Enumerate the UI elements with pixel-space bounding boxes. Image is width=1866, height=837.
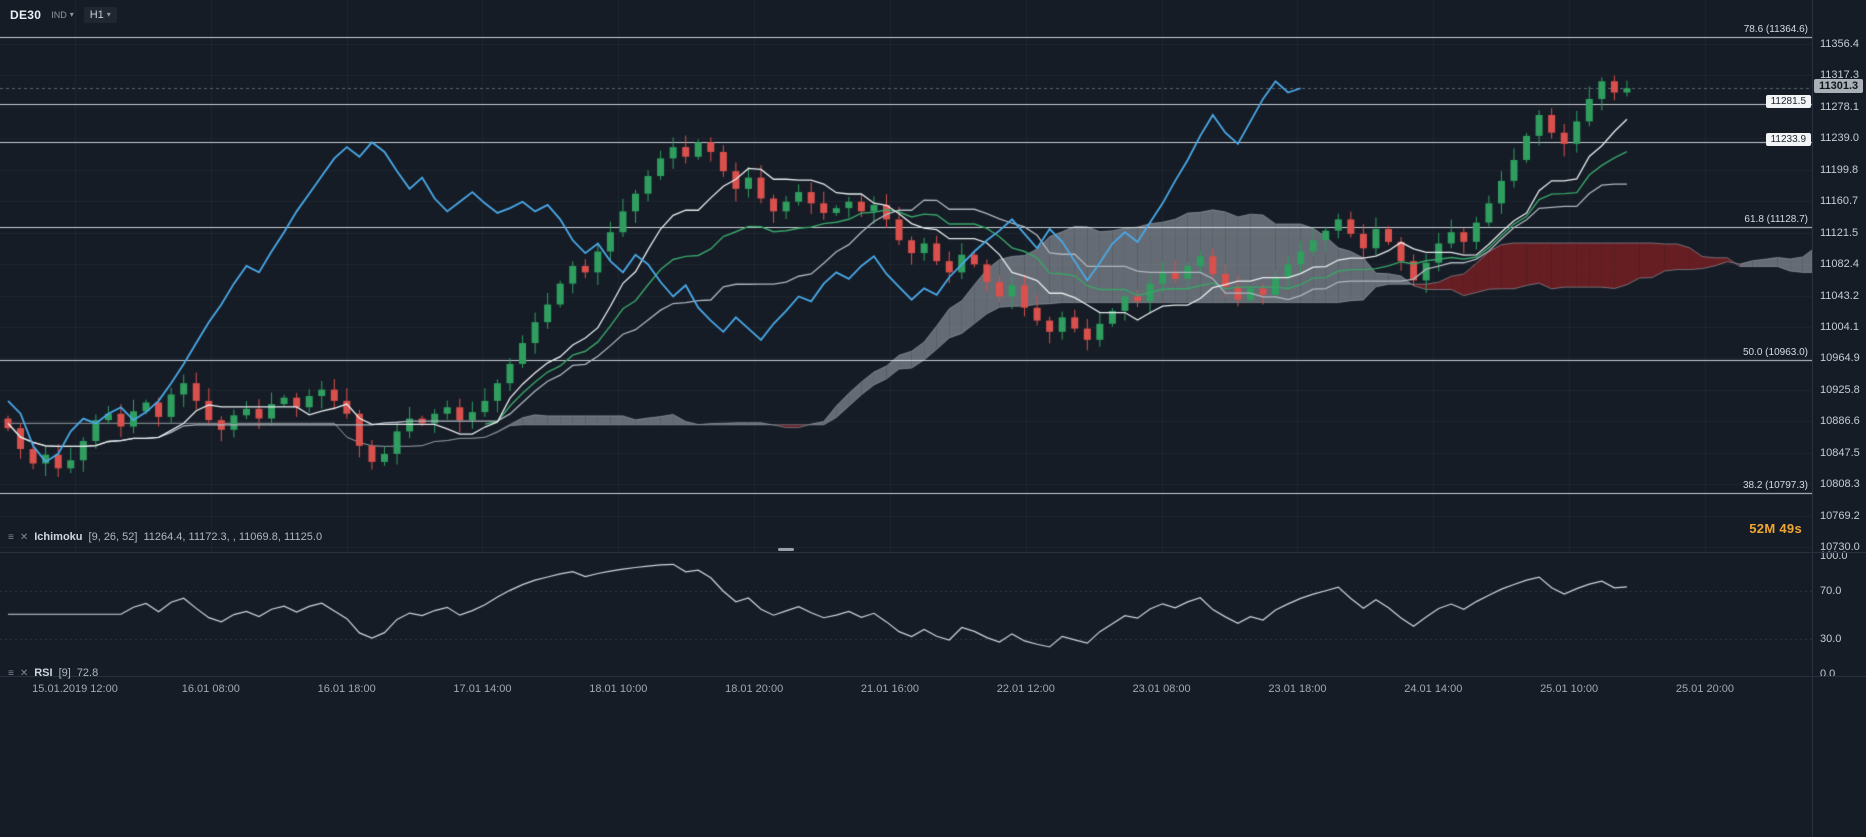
- price-axis-tick: 11199.8: [1820, 163, 1859, 176]
- rsi-axis-tick: 30.0: [1820, 632, 1842, 645]
- price-axis-tick: 11082.4: [1820, 258, 1859, 271]
- price-axis-tick: 11043.2: [1820, 289, 1859, 302]
- rsi-axis-tick: 70.0: [1820, 585, 1842, 598]
- rsi-legend-params: [9]: [58, 667, 71, 679]
- fibonacci-level-label: 61.8 (11128.7): [1744, 213, 1808, 225]
- rsi-legend-name: RSI: [34, 667, 53, 679]
- candle-countdown: 52M 49s: [1749, 521, 1802, 536]
- panel-divider: [0, 552, 1866, 553]
- timeframe-label: H1: [89, 9, 104, 21]
- time-axis-label: 25.01 10:00: [1540, 683, 1599, 695]
- panel-resize-handle[interactable]: [778, 548, 794, 551]
- ichimoku-legend-name: Ichimoku: [34, 531, 83, 543]
- rsi-legend: ≡ ✕ RSI [9] 72.8: [8, 667, 98, 679]
- price-axis-tick: 10730.0: [1820, 541, 1860, 554]
- price-axis-tick: 10847.5: [1820, 446, 1860, 459]
- price-axis-tick: 11317.3: [1820, 69, 1859, 82]
- price-axis-tick: 11356.4: [1820, 38, 1859, 50]
- time-axis-label: 16.01 18:00: [317, 683, 376, 695]
- ichimoku-legend: ≡ ✕ Ichimoku [9, 26, 52] 11264.4, 11172.…: [8, 531, 322, 543]
- instrument-type-label: IND: [51, 10, 67, 20]
- price-axis-tick: 10808.3: [1820, 478, 1860, 491]
- time-axis-label: 23.01 08:00: [1132, 683, 1191, 695]
- rsi-axis-tick: 0.0: [1820, 668, 1836, 680]
- price-line-label[interactable]: 11281.5: [1765, 95, 1811, 109]
- price-line-label[interactable]: 11233.9: [1765, 133, 1811, 147]
- time-axis-label: 22.01 12:00: [996, 683, 1055, 695]
- timeaxis-divider: [0, 676, 1866, 677]
- price-axis-tick: 10886.6: [1820, 415, 1860, 428]
- indicator-settings-icon[interactable]: ≡: [8, 668, 14, 679]
- indicator-close-icon[interactable]: ✕: [19, 668, 29, 679]
- fibonacci-level-label: 50.0 (10963.0): [1742, 346, 1808, 358]
- indicator-close-icon[interactable]: ✕: [19, 532, 29, 543]
- instrument-type-dropdown[interactable]: IND ▾: [51, 10, 74, 20]
- rsi-axis-tick: 100.0: [1820, 550, 1848, 562]
- indicator-settings-icon[interactable]: ≡: [8, 532, 14, 543]
- time-axis-label: 16.01 08:00: [181, 683, 240, 695]
- chevron-down-icon: ▾: [69, 10, 74, 19]
- price-axis-tick: 10964.9: [1820, 352, 1860, 365]
- chevron-down-icon: ▾: [106, 10, 111, 19]
- time-axis-label: 21.01 16:00: [860, 683, 920, 695]
- price-axis-tick: 11239.0: [1820, 132, 1859, 145]
- time-axis-label: 18.01 20:00: [725, 683, 784, 695]
- axis-divider: [1812, 0, 1813, 837]
- price-chart-canvas[interactable]: [0, 0, 1812, 552]
- ichimoku-legend-values: 11264.4, 11172.3, , 11069.8, 11125.0: [143, 531, 323, 543]
- time-axis-label: 23.01 18:00: [1268, 683, 1327, 695]
- price-axis-tick: 11160.7: [1820, 195, 1859, 208]
- rsi-chart-canvas[interactable]: [0, 554, 1812, 676]
- fibonacci-level-label: 78.6 (11364.6): [1743, 24, 1808, 36]
- current-price-badge: 11301.3: [1814, 79, 1864, 94]
- symbol-label: DE30: [10, 8, 42, 22]
- price-axis-tick: 11121.5: [1820, 226, 1859, 239]
- price-axis-tick: 10769.2: [1820, 509, 1860, 522]
- time-axis-label: 15.01.2019 12:00: [32, 683, 118, 695]
- price-axis-tick: 11004.1: [1820, 320, 1859, 333]
- rsi-legend-value: 72.8: [76, 667, 99, 679]
- countdown-minutes: 52M: [1749, 521, 1776, 536]
- countdown-seconds: 49s: [1779, 521, 1802, 536]
- price-axis-tick: 10925.8: [1820, 383, 1860, 396]
- ichimoku-legend-params: [9, 26, 52]: [88, 531, 138, 543]
- time-axis-label: 24.01 14:00: [1404, 683, 1463, 695]
- fibonacci-level-label: 38.2 (10797.3): [1742, 479, 1808, 491]
- time-axis-label: 25.01 20:00: [1675, 683, 1735, 695]
- price-axis-tick: 11278.1: [1820, 100, 1859, 113]
- time-axis-label: 18.01 10:00: [589, 683, 648, 695]
- chart-toolbar: DE30 IND ▾ H1 ▾: [10, 7, 117, 23]
- timeframe-dropdown[interactable]: H1 ▾: [83, 7, 117, 23]
- time-axis-label: 17.01 14:00: [453, 683, 512, 695]
